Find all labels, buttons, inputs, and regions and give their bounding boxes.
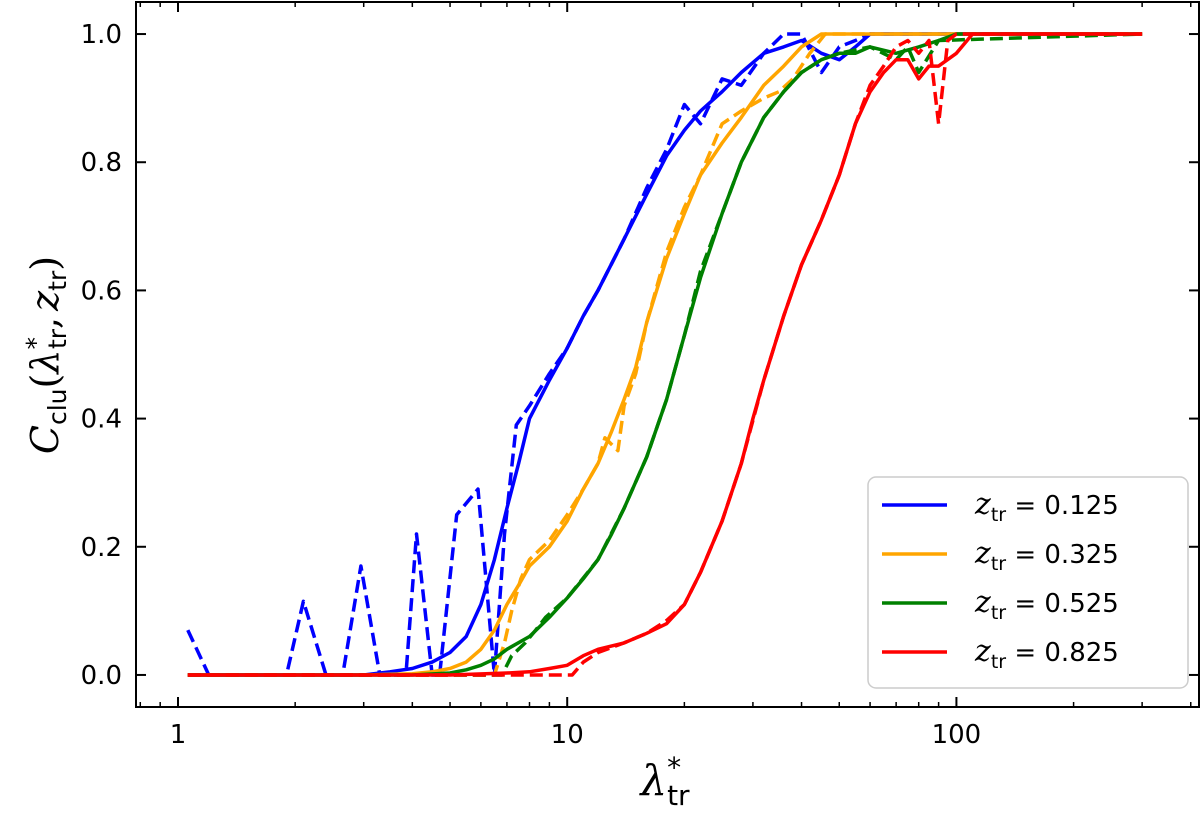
x-tick-label: 10 bbox=[551, 720, 584, 750]
x-tick-label: 100 bbox=[932, 720, 982, 750]
ticks-layer: 0.0 0.2 0.4 0.6 0.8 1.0 1 10 100 bbox=[81, 2, 1199, 750]
series-3-solid-line bbox=[187, 32, 1143, 677]
y-tick-label: 0.2 bbox=[81, 533, 122, 563]
y-tick-label: 0.0 bbox=[81, 661, 122, 691]
legend-label-3: ztr = 0.825 bbox=[974, 634, 1119, 673]
series-3-dashed-line bbox=[187, 32, 1143, 677]
series-0-solid-line bbox=[187, 32, 1143, 677]
plot-frame bbox=[135, 1, 1200, 708]
legend: ztr = 0.125 ztr = 0.325 ztr = 0.525 ztr = 0… bbox=[867, 476, 1189, 689]
series-2-dashed-line bbox=[187, 32, 1143, 677]
series-1-dashed-line bbox=[187, 32, 1143, 677]
legend-label-2: ztr = 0.525 bbox=[974, 585, 1119, 624]
y-tick-label: 0.6 bbox=[81, 276, 122, 306]
series-0-dashed-line bbox=[186, 32, 1143, 677]
y-axis-label: Cclu(λ*tr,ztr) bbox=[21, 256, 72, 454]
x-axis-label: λ* tr bbox=[638, 751, 690, 812]
legend-label-0: ztr = 0.125 bbox=[974, 487, 1119, 526]
y-tick-label: 0.8 bbox=[81, 148, 122, 178]
legend-box bbox=[867, 476, 1189, 689]
x-tick-label: 1 bbox=[170, 720, 187, 750]
legend-label-1: ztr = 0.325 bbox=[974, 536, 1119, 575]
y-axis-label-text: Cclu(λ*tr,ztr) bbox=[21, 256, 72, 454]
y-tick-label: 0.4 bbox=[81, 405, 122, 435]
series-layer bbox=[186, 32, 1143, 677]
y-tick-label: 1.0 bbox=[81, 20, 122, 50]
series-1-solid-line bbox=[187, 32, 1143, 677]
